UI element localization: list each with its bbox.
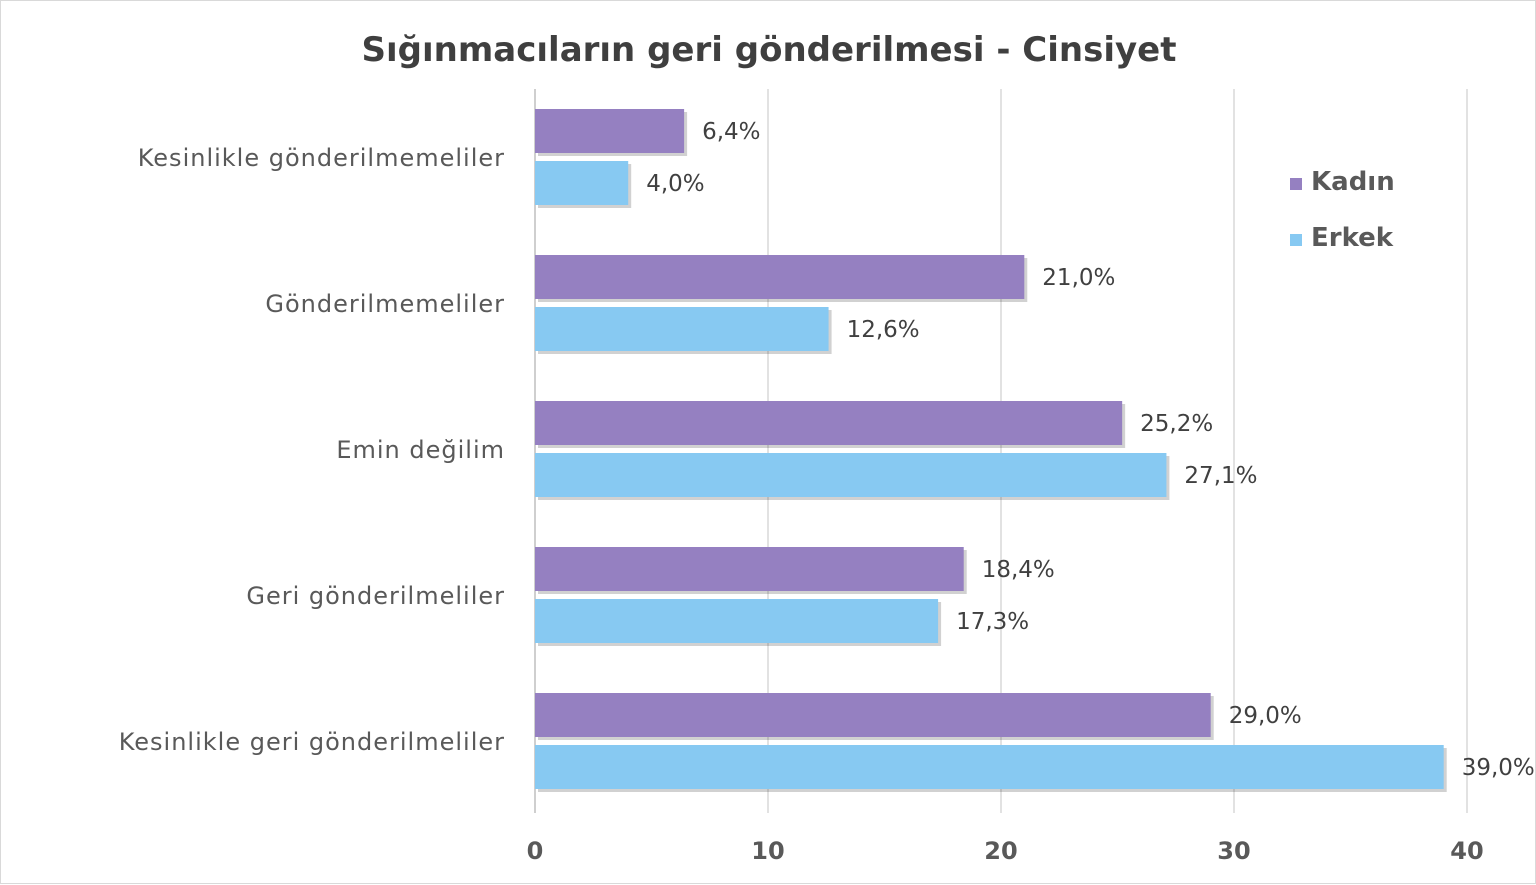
bars xyxy=(535,109,1447,792)
category-label: Kesinlikle gönderilmemeliler xyxy=(138,144,505,172)
bar xyxy=(535,109,685,153)
x-tick-label: 0 xyxy=(527,837,544,865)
data-label: 39,0% xyxy=(1462,755,1535,781)
category-label: Geri gönderilmeliler xyxy=(246,582,505,610)
data-label: 25,2% xyxy=(1140,411,1213,437)
x-tick-label: 20 xyxy=(984,837,1017,865)
data-label: 6,4% xyxy=(702,119,760,145)
data-label: 21,0% xyxy=(1042,265,1115,291)
x-tick-labels: 0 10 20 30 40 xyxy=(527,837,1484,865)
data-labels: 6,4% 4,0% 21,0% 12,6% 25,2% 27,1% 18,4% 17,3% 29… xyxy=(646,119,1535,781)
category-label: Kesinlikle geri gönderilmeliler xyxy=(119,728,505,756)
data-label: 27,1% xyxy=(1184,463,1257,489)
x-tick-label: 30 xyxy=(1217,837,1250,865)
legend-swatch xyxy=(1290,234,1302,246)
legend-label: Kadın xyxy=(1311,167,1395,197)
legend: Kadın Erkek xyxy=(1290,167,1395,253)
bar xyxy=(535,547,964,591)
bar xyxy=(535,453,1167,497)
bar xyxy=(535,599,939,643)
x-tick-label: 40 xyxy=(1450,837,1483,865)
category-label: Gönderilmemeliler xyxy=(265,290,505,318)
data-label: 4,0% xyxy=(646,171,704,197)
data-label: 17,3% xyxy=(956,609,1029,635)
legend-swatch xyxy=(1290,178,1302,190)
chart-title: Sığınmacıların geri gönderilmesi - Cinsi… xyxy=(362,30,1177,70)
bar xyxy=(535,307,829,351)
data-label: 18,4% xyxy=(982,557,1055,583)
x-tick-label: 10 xyxy=(751,837,784,865)
grid-lines xyxy=(534,89,1468,813)
bar xyxy=(535,745,1444,789)
bar xyxy=(535,161,629,205)
data-label: 29,0% xyxy=(1229,703,1302,729)
category-label: Emin değilim xyxy=(336,436,505,464)
bar xyxy=(535,401,1123,445)
bar xyxy=(535,693,1211,737)
legend-label: Erkek xyxy=(1311,223,1394,253)
bar xyxy=(535,255,1025,299)
data-label: 12,6% xyxy=(847,317,920,343)
category-labels: Kesinlikle gönderilmemeliler Gönderilmeme… xyxy=(119,144,505,756)
